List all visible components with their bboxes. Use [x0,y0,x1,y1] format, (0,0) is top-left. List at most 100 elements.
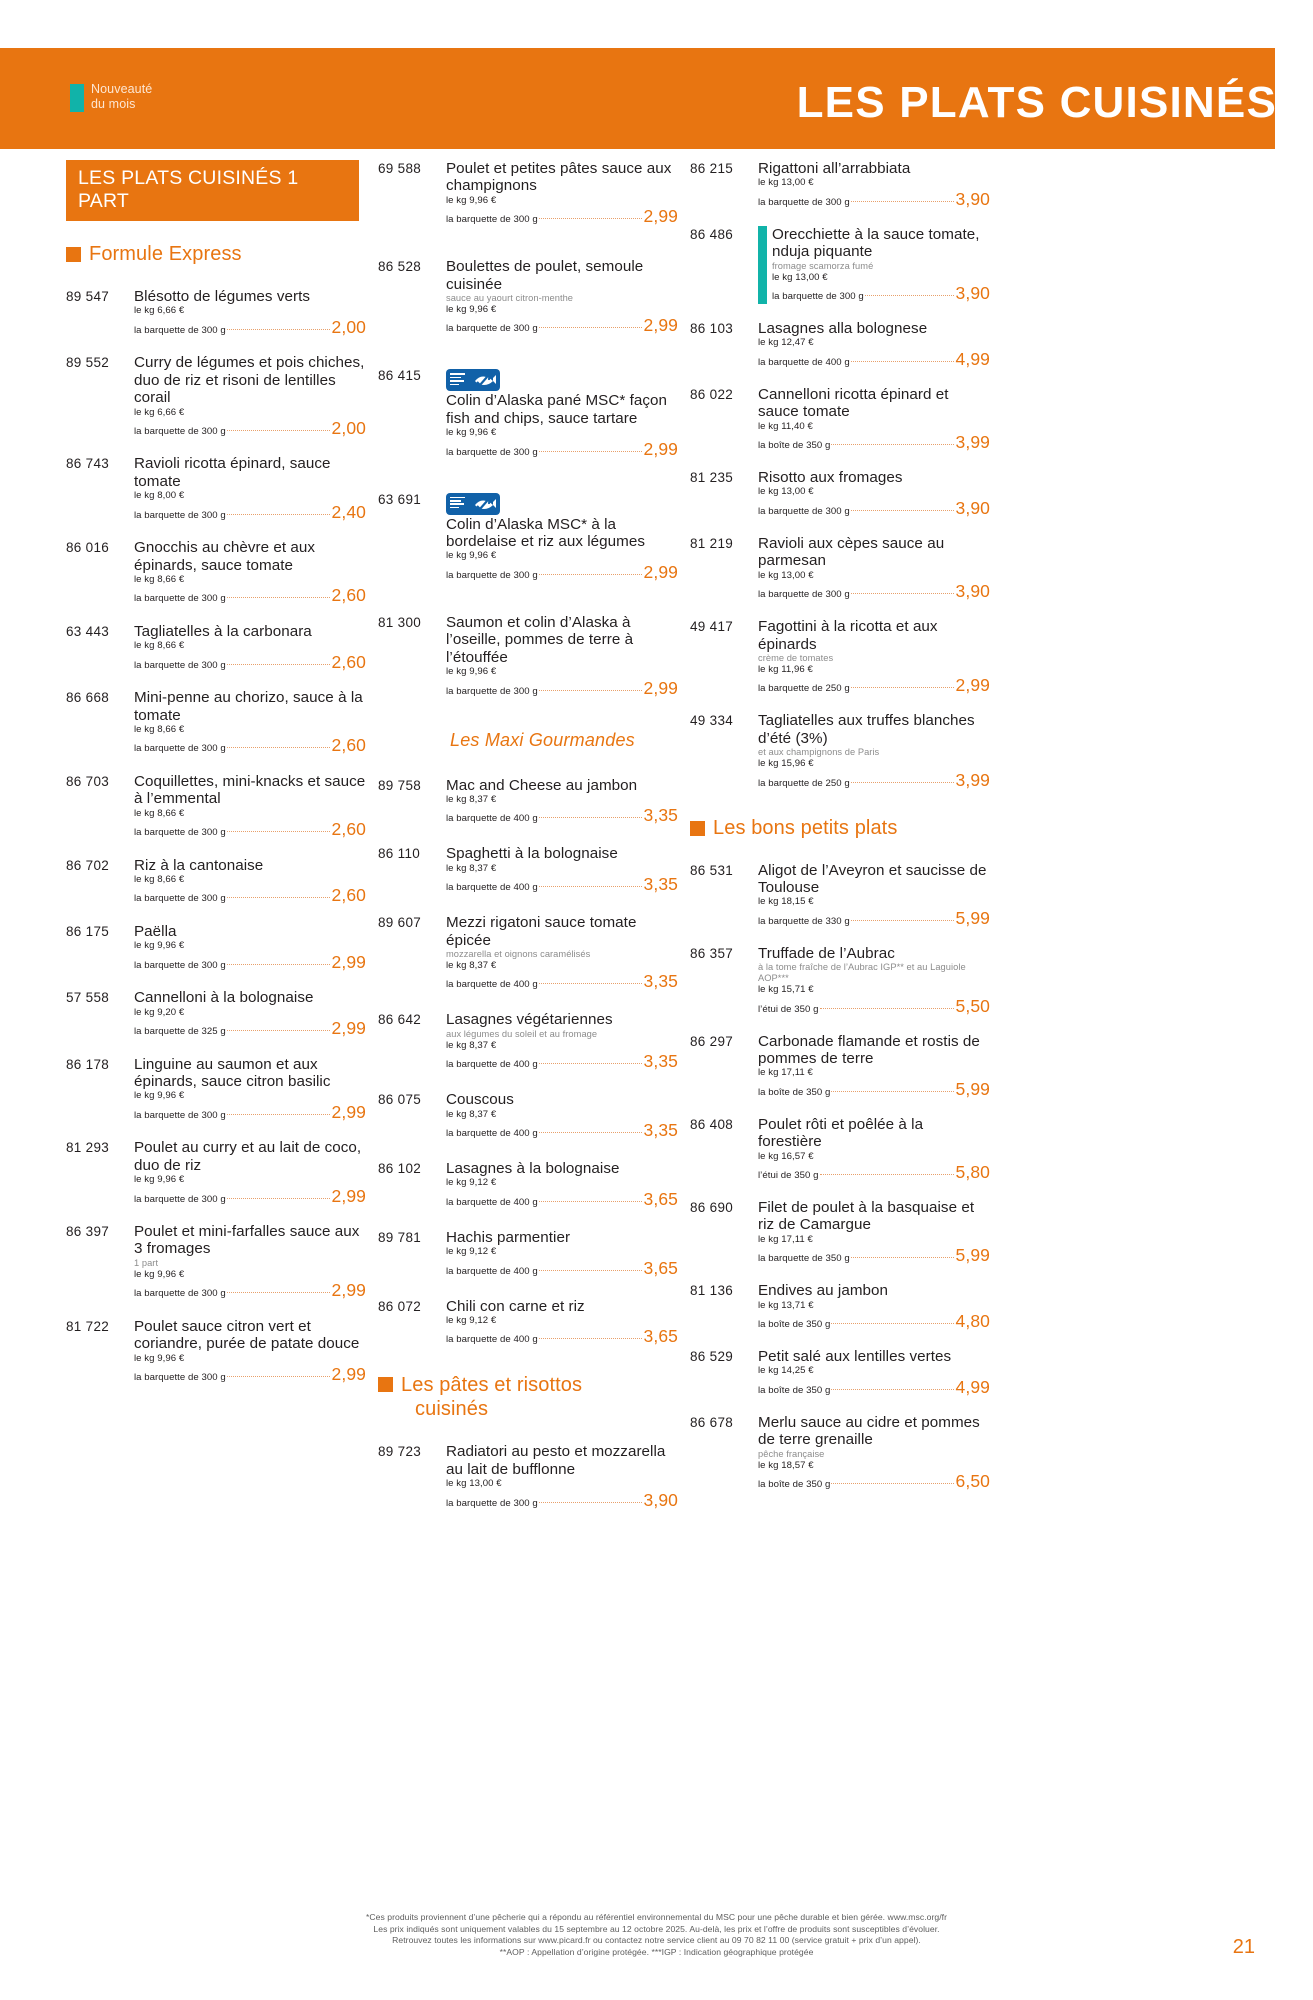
product-body: Merlu sauce au cidre et pommes de terre … [758,1414,990,1492]
product-price: 2,60 [331,819,366,840]
product-row[interactable]: 89 758 Mac and Cheese au jambon le kg 8,37… [378,777,678,827]
product-row[interactable]: 86 397 Poulet et mini-farfalles sauce aux… [66,1223,366,1301]
product-row[interactable]: 86 702 Riz à la cantonaise le kg 8,66 € la … [66,857,366,907]
product-row[interactable]: 63 691 Colin d’Alaska MSC* à la bordelais… [378,491,678,583]
product-row[interactable]: 86 110 Spaghetti à la bolognaise le kg 8,3… [378,845,678,895]
product-unit-price: le kg 9,96 € [446,550,497,562]
leader-dots [538,1131,642,1133]
product-body: Lasagnes alla bolognese le kg 12,47 € la b… [758,320,990,370]
product-unit-price: le kg 6,66 € [134,406,185,418]
product-row[interactable]: 86 022 Cannelloni ricotta épinard et sauc… [690,386,990,453]
product-price: 5,50 [955,995,990,1016]
product-pack-size: la barquette de 400 g [446,1059,538,1071]
product-row[interactable]: 63 443 Tagliatelles à la carbonara le kg 8… [66,623,366,673]
product-row[interactable]: 86 690 Filet de poulet à la basquaise et … [690,1199,990,1266]
product-row[interactable]: 86 215 Rigattoni all’arrabbiata le kg 13,0… [690,160,990,210]
product-price-line: la barquette de 300 g 2,99 [446,439,678,460]
product-reference: 86 357 [690,945,734,961]
product-row[interactable]: 89 781 Hachis parmentier le kg 9,12 € la ba… [378,1229,678,1279]
product-subtitle: pêche française [758,1448,825,1459]
product-price-line: la barquette de 250 g 3,99 [758,770,990,791]
product-row[interactable]: 86 357 Truffade de l’Aubrac à la tome fraî… [690,945,990,1017]
product-row[interactable]: 86 743 Ravioli ricotta épinard, sauce tom… [66,455,366,522]
product-row[interactable]: 86 486 Orecchiette à la sauce tomate, ndu… [690,225,990,305]
product-reference: 69 588 [378,161,422,176]
product-row[interactable]: 81 235 Risotto aux fromages le kg 13,00 € l… [690,469,990,519]
product-row[interactable]: 69 588 Poulet et petites pâtes sauce aux … [378,160,678,227]
product-row[interactable]: 86 415 Colin d’Alaska pané MSC* façon fis… [378,367,678,459]
leader-dots [850,1257,954,1259]
product-row[interactable]: 86 642 Lasagnes végétariennes aux légumes … [378,1011,678,1072]
product-list-col2-maxi: 89 758 Mac and Cheese au jambon le kg 8,37… [378,777,678,1348]
product-row[interactable]: 81 300 Saumon et colin d’Alaska à l’oseil… [378,614,678,699]
product-unit-price: le kg 13,00 € [772,271,828,283]
product-name: Lasagnes alla bolognese [758,320,928,338]
product-price-line: la barquette de 300 g 3,90 [446,1490,678,1511]
product-reference: 63 443 [66,623,110,639]
product-row[interactable]: 86 528 Boulettes de poulet, semoule cuisi… [378,258,678,336]
product-subtitle: fromage scamorza fumé [772,260,874,271]
product-body: Linguine au saumon et aux épinards, sauc… [134,1056,366,1123]
product-price: 4,80 [955,1311,990,1332]
product-row[interactable]: 86 668 Mini-penne au chorizo, sauce à la … [66,689,366,756]
product-price-line: la barquette de 250 g 2,99 [758,675,990,696]
product-row[interactable]: 86 408 Poulet rôti et poêlée à la foresti… [690,1116,990,1183]
product-unit-price: le kg 9,96 € [446,194,497,206]
product-row[interactable]: 86 297 Carbonade flamande et rostis de po… [690,1033,990,1100]
product-row[interactable]: 81 219 Ravioli aux cèpes sauce au parmesa… [690,535,990,602]
product-row[interactable]: 49 334 Tagliatelles aux truffes blanches … [690,712,990,790]
product-price: 3,90 [955,497,990,518]
product-reference: 86 215 [690,161,734,176]
product-pack-size: la barquette de 400 g [446,979,538,991]
product-subtitle: 1 part [134,1257,159,1268]
product-row[interactable]: 86 072 Chili con carne et riz le kg 9,12 €… [378,1298,678,1348]
product-row[interactable]: 89 552 Curry de légumes et pois chiches, … [66,354,366,439]
product-row[interactable]: 86 178 Linguine au saumon et aux épinards… [66,1056,366,1123]
product-row[interactable]: 86 529 Petit salé aux lentilles vertes le … [690,1348,990,1398]
product-price-line: la barquette de 300 g 2,99 [134,1364,366,1385]
product-row[interactable]: 49 417 Fagottini à la ricotta et aux épin… [690,618,990,696]
product-unit-price: le kg 13,00 € [758,486,814,498]
product-price-line: la barquette de 300 g 2,99 [134,1186,366,1207]
product-reference: 86 178 [66,1056,110,1072]
product-price: 3,35 [643,1051,678,1072]
product-row[interactable]: 81 136 Endives au jambon le kg 13,71 € la b… [690,1282,990,1332]
leader-dots [226,1375,330,1377]
product-subtitle: crème de tomates [758,652,834,663]
product-pack-size: la barquette de 300 g [446,685,538,697]
product-row[interactable]: 86 678 Merlu sauce au cidre et pommes de … [690,1414,990,1492]
product-row[interactable]: 86 531 Aligot de l’Aveyron et saucisse de… [690,862,990,929]
product-price: 2,99 [331,1185,366,1206]
nouveaute-badge-label: Nouveauté du mois [91,82,152,112]
product-row[interactable]: 57 558 Cannelloni à la bolognaise le kg 9,… [66,989,366,1039]
leader-dots [538,1269,642,1271]
product-price-line: la barquette de 400 g 3,65 [446,1326,678,1347]
product-pack-size: la barquette de 300 g [134,324,226,336]
product-pack-size: la barquette de 300 g [134,593,226,605]
product-row[interactable]: 86 075 Couscous le kg 8,37 € la barquette d… [378,1091,678,1141]
product-unit-price: le kg 9,96 € [446,666,497,678]
product-price-line: la barquette de 300 g 2,99 [134,1280,366,1301]
product-reference: 89 758 [378,777,422,793]
product-name: Truffade de l’Aubrac [758,944,895,962]
product-row[interactable]: 89 607 Mezzi rigatoni sauce tomate épicée… [378,914,678,992]
product-row[interactable]: 86 102 Lasagnes à la bolognaise le kg 9,12… [378,1160,678,1210]
product-row[interactable]: 86 103 Lasagnes alla bolognese le kg 12,47… [690,320,990,370]
product-reference: 86 642 [378,1012,422,1028]
product-row[interactable]: 86 016 Gnocchis au chèvre et aux épinards… [66,539,366,606]
product-row[interactable]: 86 175 Paëlla le kg 9,96 € la barquette de … [66,923,366,973]
product-reference: 81 219 [690,535,734,551]
product-row[interactable]: 81 293 Poulet au curry et au lait de coco… [66,1139,366,1206]
product-name: Paëlla [134,922,177,940]
product-price-line: la barquette de 400 g 3,35 [446,874,678,895]
product-pack-size: la barquette de 300 g [134,893,226,905]
product-row[interactable]: 89 723 Radiatori au pesto et mozzarella a… [378,1443,678,1510]
product-list-col2-pates: 89 723 Radiatori au pesto et mozzarella a… [378,1443,678,1510]
product-row[interactable]: 81 722 Poulet sauce citron vert et corian… [66,1318,366,1385]
msc-certification-logo [446,369,500,392]
product-row[interactable]: 89 547 Blésotto de légumes verts le kg 6,6… [66,288,366,338]
product-row[interactable]: 86 703 Coquillettes, mini-knacks et sauce… [66,773,366,840]
product-reference: 86 175 [66,923,110,939]
product-unit-price: le kg 9,96 € [134,1174,185,1186]
product-pack-size: la barquette de 400 g [758,356,850,368]
